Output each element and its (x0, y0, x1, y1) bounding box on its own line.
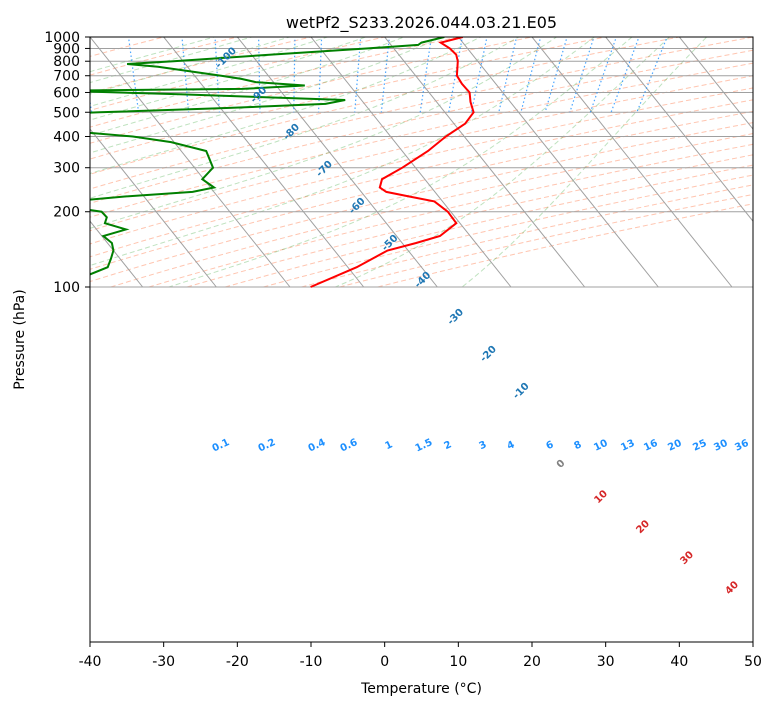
mixing-ratio-label: 2 (442, 439, 453, 452)
moist-adiabat (90, 37, 217, 73)
dry-adiabat (339, 193, 753, 288)
moist-adiabat (168, 37, 633, 288)
mixing-ratio-label: 3 (477, 439, 488, 452)
isotherm (90, 220, 144, 288)
moist-adiabat (90, 37, 406, 136)
mixing-ratio-line (520, 37, 542, 113)
isotherm (678, 37, 753, 130)
dry-adiabat (90, 37, 461, 128)
isotherm (163, 37, 365, 288)
temperature-profile (310, 37, 475, 288)
mixing-ratio-label: 16 (642, 438, 659, 454)
isotherm (605, 37, 753, 222)
dry-adiabat (90, 62, 753, 218)
y-tick-label: 700 (53, 69, 80, 85)
dewpoint-profile (90, 37, 445, 276)
dry-adiabat (90, 37, 682, 175)
axes: -40 -30 -20 -10 0 10 20 30 40 50 100 200 300 400 500 60… (44, 30, 762, 670)
isotherm (90, 128, 217, 288)
moist-adiabat (461, 37, 708, 288)
x-tick-label: 40 (670, 654, 688, 670)
mixing-ratio-label: 36 (733, 438, 750, 454)
isotherm (310, 37, 512, 288)
dry-adiabat (377, 203, 753, 288)
dry-adiabat (110, 133, 753, 288)
moist-adiabat (90, 37, 520, 199)
x-axis-label: Temperature (°C) (360, 681, 482, 697)
x-tick-label: -30 (152, 654, 175, 670)
mixing-ratio-line (293, 37, 296, 113)
mixing-ratio-line (470, 37, 488, 113)
mixing-ratio-label: 25 (691, 438, 708, 454)
dry-adiabat (186, 154, 753, 288)
y-tick-label: 500 (53, 105, 80, 121)
dry-adiabat (90, 37, 753, 190)
y-tick-label: 200 (53, 205, 80, 221)
profile-lines (90, 37, 475, 288)
mixing-ratio-line (127, 37, 140, 113)
mixing-ratio-line (258, 37, 261, 113)
dry-adiabat (90, 37, 387, 111)
isotherm (90, 37, 291, 288)
y-tick-label: 900 (53, 41, 80, 57)
isotherm (457, 37, 659, 288)
mixing-ratio-label: 1 (383, 439, 394, 452)
x-tick-label: 50 (744, 654, 762, 670)
y-tick-label: 800 (53, 54, 80, 70)
mixing-ratio-line (448, 37, 463, 113)
x-tick-label: 10 (449, 654, 467, 670)
moist-adiabat (90, 37, 330, 107)
plot-frame (89, 36, 754, 643)
mixing-ratio-label: 30 (712, 438, 729, 454)
moist-adiabat (90, 37, 368, 121)
mixing-ratio-line (636, 37, 668, 113)
dry-adiabat (90, 99, 753, 258)
dry-adiabat (90, 122, 753, 283)
dry-adiabat (90, 37, 609, 160)
dry-adiabat (263, 174, 753, 288)
dry-adiabat (90, 49, 753, 204)
mixing-ratio-label: 20 (666, 438, 683, 454)
mixing-ratio-line (380, 37, 390, 113)
y-tick-label: 100 (53, 280, 80, 296)
grid-lines (90, 37, 753, 288)
mixing-ratio-line (214, 37, 220, 113)
mixing-ratio-line (419, 37, 433, 113)
y-axis-label: Pressure (hPa) (12, 289, 28, 389)
y-tick-label: 600 (53, 85, 80, 101)
mixing-ratio-label: 8 (572, 439, 583, 452)
x-tick-label: -40 (79, 654, 102, 670)
x-tick-label: -20 (226, 654, 249, 670)
moist-adiabat (90, 37, 558, 229)
moist-adiabat (90, 37, 596, 267)
isotherm (531, 37, 733, 288)
x-tick-label: 30 (597, 654, 615, 670)
mixing-ratio-label: 10 (592, 438, 609, 454)
mixing-ratio-line (354, 37, 362, 113)
mixing-ratio-label: 13 (619, 438, 636, 454)
y-tick-label: 400 (53, 129, 80, 145)
mixing-ratio-line (181, 37, 190, 113)
mixing-ratio-label: 4 (505, 439, 516, 452)
y-tick-label: 300 (53, 161, 80, 177)
chart-title: wetPf2_S233.2026.044.03.21.E05 (286, 13, 557, 33)
dry-adiabat (90, 37, 240, 76)
isotherm (236, 37, 438, 288)
x-tick-label: -10 (300, 654, 323, 670)
dry-adiabat (90, 110, 753, 270)
moist-adiabat (335, 37, 671, 288)
y-tick-label: 1000 (44, 30, 80, 46)
dry-adiabat (301, 184, 753, 288)
isotherm (384, 37, 586, 288)
mixing-ratio-label: 6 (544, 439, 555, 452)
moist-adiabat (90, 37, 254, 84)
mixing-ratio-line (498, 37, 518, 113)
x-tick-label: 20 (523, 654, 541, 670)
mixing-ratio-line (317, 37, 323, 113)
x-tick-label: 0 (380, 654, 389, 670)
